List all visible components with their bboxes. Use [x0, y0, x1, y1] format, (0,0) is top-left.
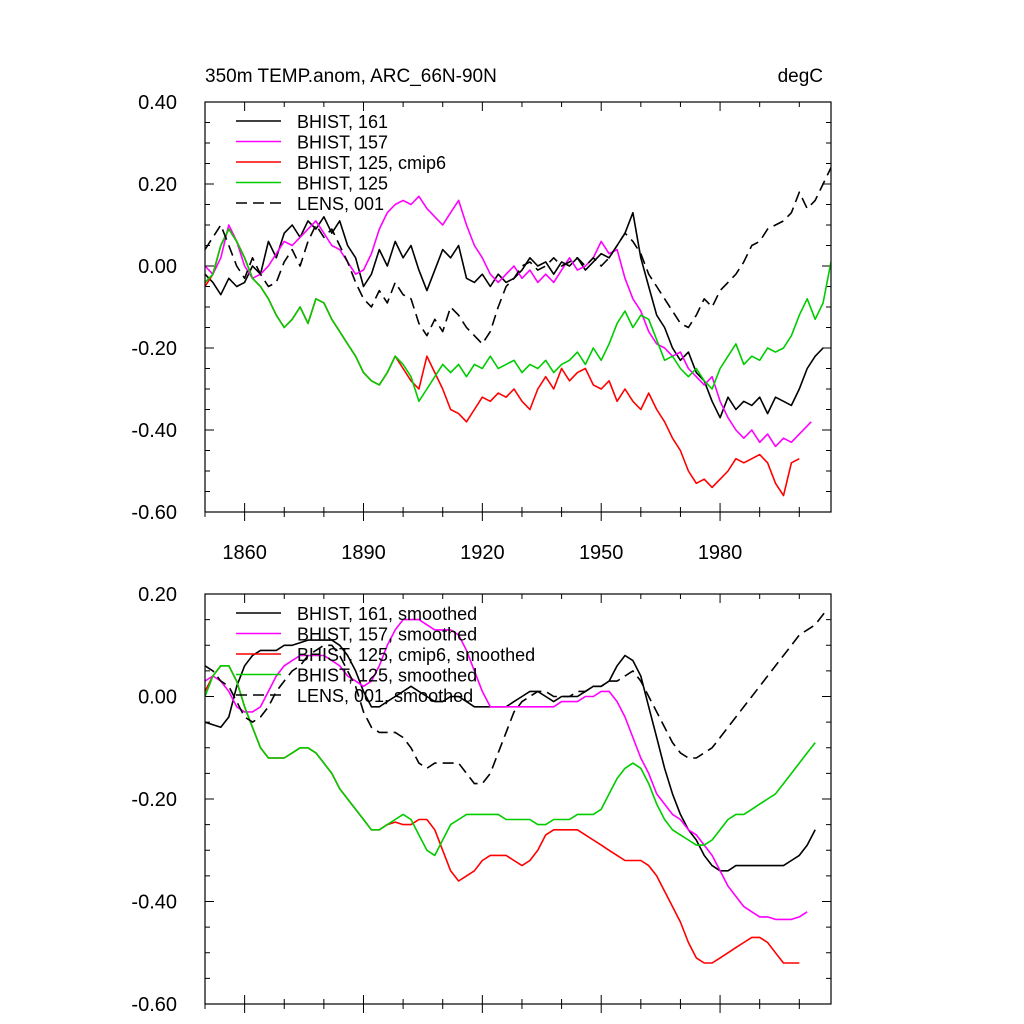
legend-label: BHIST, 125, cmip6, smoothed: [297, 645, 535, 665]
series-line: [205, 665, 800, 964]
y-tick-label: 0.20: [138, 584, 177, 606]
plot-frame: [204, 101, 832, 513]
legend-label: BHIST, 161: [297, 112, 388, 132]
y-tick-label: 0.20: [138, 174, 177, 196]
y-tick-label: 0.40: [138, 92, 177, 114]
chart-units: degC: [778, 66, 823, 87]
series-line: [205, 228, 800, 497]
legend-label: LENS, 001: [297, 194, 384, 214]
legend-label: BHIST, 125, smoothed: [297, 666, 477, 686]
legend-label: BHIST, 157: [297, 133, 388, 153]
chart-title: 350m TEMP.anom, ARC_66N-90N: [205, 66, 497, 87]
x-tick-label: 1890: [341, 542, 386, 564]
legend-label: BHIST, 125: [297, 174, 388, 194]
legend-label: BHIST, 125, cmip6: [297, 153, 446, 173]
y-tick-label: -0.20: [131, 789, 177, 811]
series-line: [205, 639, 816, 872]
y-tick-label: 0.00: [138, 256, 177, 278]
y-tick-label: -0.40: [131, 420, 177, 442]
series-line: [205, 228, 831, 403]
y-tick-label: -0.40: [131, 892, 177, 914]
plot-frame: [204, 593, 832, 1005]
x-tick-label: 1860: [222, 542, 267, 564]
y-tick-label: -0.60: [131, 502, 177, 524]
series-line: [205, 618, 808, 921]
x-tick-label: 1920: [460, 542, 505, 564]
y-tick-label: -0.60: [131, 994, 177, 1016]
y-tick-label: 0.00: [138, 687, 177, 709]
series-line: [205, 167, 831, 345]
y-tick-label: -0.20: [131, 338, 177, 360]
legend-label: BHIST, 157, smoothed: [297, 625, 477, 645]
legend-label: BHIST, 161, smoothed: [297, 604, 477, 624]
chart-panel-1: 0.40 0.20 0.00 -0.20 -0.40 -0.60 1860 1890 1920 1…: [131, 66, 832, 564]
x-tick-label: 1950: [579, 542, 624, 564]
chart-panel-2: 0.20 0.00 -0.20 -0.40 -0.60 BHIST, 161, smoot…: [131, 584, 832, 1016]
series-line: [205, 195, 812, 448]
series-line: [205, 211, 824, 419]
x-tick-label: 1980: [698, 542, 743, 564]
legend-label: LENS, 001, smoothed: [297, 686, 473, 706]
series-line: [205, 665, 816, 857]
